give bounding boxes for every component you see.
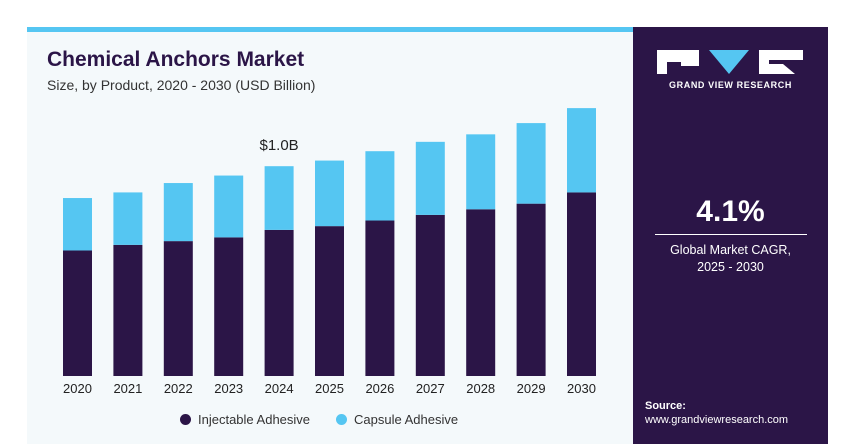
summary-panel: GRAND VIEW RESEARCH 4.1% Global Market C…	[633, 27, 828, 444]
grand-view-research-logo	[657, 50, 803, 74]
chart-legend: Injectable Adhesive Capsule Adhesive	[180, 409, 484, 429]
source-label: Source:	[645, 400, 686, 412]
bar-injectable-adhesive-2022	[163, 241, 193, 376]
bar-capsule-adhesive-2022	[163, 183, 193, 242]
source-url: www.grandviewresearch.com	[645, 414, 789, 426]
bar-capsule-adhesive-2026	[365, 151, 395, 221]
cagr-label-line1: Global Market CAGR,	[670, 243, 791, 257]
legend-swatch-injectable	[180, 413, 191, 425]
bar-injectable-adhesive-2021	[113, 244, 143, 376]
legend-label-capsule: Capsule Adhesive	[354, 411, 459, 427]
annotation-2024: $1.0B	[259, 137, 298, 154]
x-tick-label-2027: 2027	[416, 381, 445, 396]
bar-capsule-adhesive-2023	[214, 175, 244, 238]
bar-chart: 2020 2021 2022 2023 2024 2025 2026 2027 2028 2029…	[63, 108, 596, 396]
x-tick-label-2026: 2026	[365, 381, 394, 396]
legend-item-injectable: Injectable Adhesive	[180, 412, 310, 427]
x-tick-label-2023: 2023	[214, 381, 243, 396]
cagr-label: Global Market CAGR, 2025 - 2030	[633, 242, 828, 276]
bar-injectable-adhesive-2025	[315, 226, 344, 376]
x-tick-label-2025: 2025	[315, 381, 344, 396]
bar-injectable-adhesive-2026	[365, 220, 395, 376]
x-tick-label-2021: 2021	[113, 381, 142, 396]
x-tick-label-2024: 2024	[265, 381, 294, 396]
bar-capsule-adhesive-2028	[466, 134, 496, 210]
cagr-label-line2: 2025 - 2030	[697, 260, 764, 274]
legend-item-capsule: Capsule Adhesive	[336, 412, 458, 427]
bar-injectable-adhesive-2030	[567, 192, 596, 376]
bar-injectable-adhesive-2029	[516, 203, 546, 376]
legend-label-injectable: Injectable Adhesive	[198, 411, 311, 427]
x-tick-label-2029: 2029	[517, 381, 546, 396]
chart-title: Chemical Anchors Market	[47, 48, 305, 71]
x-tick-label-2020: 2020	[63, 381, 92, 396]
bar-injectable-adhesive-2028	[466, 209, 496, 376]
bar-injectable-adhesive-2023	[214, 237, 244, 376]
bar-capsule-adhesive-2021	[113, 192, 143, 245]
legend-swatch-capsule	[336, 413, 348, 425]
bar-injectable-adhesive-2020	[63, 250, 92, 376]
bar-capsule-adhesive-2025	[315, 160, 344, 227]
x-tick-label-2028: 2028	[466, 381, 495, 396]
bar-injectable-adhesive-2024	[264, 229, 294, 376]
x-tick-label-2030: 2030	[567, 381, 596, 396]
bar-capsule-adhesive-2020	[63, 198, 92, 251]
bar-capsule-adhesive-2027	[415, 141, 445, 215]
cagr-value: 4.1%	[696, 195, 765, 228]
x-tick-label-2022: 2022	[164, 381, 193, 396]
bar-capsule-adhesive-2029	[516, 123, 546, 204]
bar-injectable-adhesive-2027	[415, 214, 445, 376]
bar-capsule-adhesive-2030	[567, 108, 596, 193]
bar-capsule-adhesive-2024	[264, 166, 294, 230]
cagr-divider	[655, 234, 807, 235]
brand-name: GRAND VIEW RESEARCH	[669, 80, 792, 90]
chart-subtitle: Size, by Product, 2020 - 2030 (USD Billi…	[47, 77, 316, 93]
